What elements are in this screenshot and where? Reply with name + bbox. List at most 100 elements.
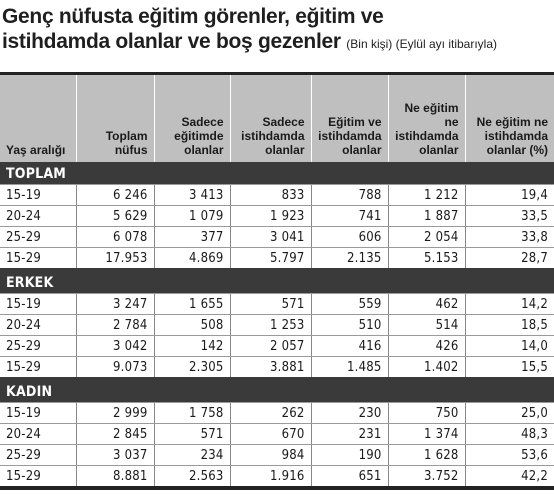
table-row: 15-19 2 999 1 758 262 230 750 25,0 xyxy=(0,402,554,424)
table-body: TOPLAM 15-19 6 246 3 413 833 788 1 212 19,4 20-2… xyxy=(0,162,554,490)
table-row: 20-24 2 845 571 670 231 1 374 48,3 xyxy=(0,423,554,445)
table-cell: 1.916 xyxy=(230,465,312,490)
table-cell: 2.305 xyxy=(154,356,231,380)
table-cell: 4.869 xyxy=(154,247,231,271)
table-cell: 262 xyxy=(230,402,312,424)
age-range-cell: 15-29 xyxy=(0,247,77,271)
table-cell: 426 xyxy=(388,335,466,357)
table-row: 25-29 3 037 234 984 190 1 628 53,6 xyxy=(0,444,554,466)
column-header: Yaş aralığı xyxy=(0,75,77,162)
table-cell: 2 999 xyxy=(76,402,155,424)
table-cell: 2 784 xyxy=(76,314,155,336)
table-cell: 1 628 xyxy=(388,444,466,466)
table-cell: 2.563 xyxy=(154,465,231,490)
table-cell: 3 037 xyxy=(76,444,155,466)
table-cell: 1 655 xyxy=(154,293,231,315)
table-cell: 14,2 xyxy=(465,293,554,315)
table-cell: 2 054 xyxy=(388,226,466,248)
age-range-cell: 15-19 xyxy=(0,293,77,315)
column-header: Ne eğitim ne istihdamda olanlar xyxy=(388,75,466,162)
column-header: Eğitim ve istihdamda olanlar xyxy=(311,75,389,162)
table-cell: 53,6 xyxy=(465,444,554,466)
table-cell: 3 413 xyxy=(154,184,231,206)
title-line-1: Genç nüfusta eğitim görenler, eğitim ve xyxy=(2,5,384,28)
age-range-cell: 15-29 xyxy=(0,465,77,490)
top-rule xyxy=(0,72,554,75)
table-cell: 1 374 xyxy=(388,423,466,445)
table-row: 15-19 6 246 3 413 833 788 1 212 19,4 xyxy=(0,184,554,206)
table-cell: 48,3 xyxy=(465,423,554,445)
table-cell: 19,4 xyxy=(465,184,554,206)
table-cell: 14,0 xyxy=(465,335,554,357)
column-header: Sadece istihdamda olanlar xyxy=(230,75,312,162)
section-label: TOPLAM xyxy=(0,162,554,185)
age-range-cell: 15-29 xyxy=(0,356,77,380)
table-cell: 984 xyxy=(230,444,312,466)
table-row: 15-29 8.881 2.563 1.916 651 3.752 42,2 xyxy=(0,465,554,490)
title-line-2: istihdamda olanlar ve boş gezenler (Bin … xyxy=(2,29,552,57)
table-cell: 5.153 xyxy=(388,247,466,271)
table-cell: 15,5 xyxy=(465,356,554,380)
section-label: ERKEK xyxy=(0,269,554,294)
table-cell: 33,8 xyxy=(465,226,554,248)
age-range-cell: 20-24 xyxy=(0,314,77,336)
section-label: KADIN xyxy=(0,378,554,403)
table-cell: 142 xyxy=(154,335,231,357)
table-cell: 18,5 xyxy=(465,314,554,336)
table-cell: 5.797 xyxy=(230,247,312,271)
table-cell: 510 xyxy=(311,314,389,336)
age-range-cell: 20-24 xyxy=(0,205,77,227)
age-range-cell: 25-29 xyxy=(0,335,77,357)
table-cell: 1 079 xyxy=(154,205,231,227)
table-cell: 571 xyxy=(154,423,231,445)
table-cell: 3.881 xyxy=(230,356,312,380)
table-cell: 462 xyxy=(388,293,466,315)
table-cell: 416 xyxy=(311,335,389,357)
page-title: Genç nüfusta eğitim görenler, eğitim ve … xyxy=(2,4,552,57)
table-cell: 508 xyxy=(154,314,231,336)
column-header: Sadece eğitimde olanlar xyxy=(154,75,231,162)
table-cell: 750 xyxy=(388,402,466,424)
age-range-cell: 15-19 xyxy=(0,402,77,424)
table-cell: 6 078 xyxy=(76,226,155,248)
table-cell: 231 xyxy=(311,423,389,445)
table-cell: 670 xyxy=(230,423,312,445)
table-cell: 571 xyxy=(230,293,312,315)
column-header: Ne eğitim ne istihdamda olanlar (%) xyxy=(465,75,554,162)
table-cell: 1 923 xyxy=(230,205,312,227)
table-row: 20-24 5 629 1 079 1 923 741 1 887 33,5 xyxy=(0,205,554,227)
table-cell: 1 887 xyxy=(388,205,466,227)
table-cell: 3 042 xyxy=(76,335,155,357)
table-cell: 559 xyxy=(311,293,389,315)
title-line-2-text: istihdamda olanlar ve boş gezenler xyxy=(2,30,341,53)
column-header: Toplam nüfus xyxy=(76,75,155,162)
table-cell: 1.485 xyxy=(311,356,389,380)
table-cell: 28,7 xyxy=(465,247,554,271)
table-cell: 2 057 xyxy=(230,335,312,357)
table-cell: 1.402 xyxy=(388,356,466,380)
table-cell: 5 629 xyxy=(76,205,155,227)
header-row: Yaş aralığı Toplam nüfus Sadece eğitimde o… xyxy=(0,75,554,162)
table-cell: 33,5 xyxy=(465,205,554,227)
table-cell: 234 xyxy=(154,444,231,466)
age-range-cell: 20-24 xyxy=(0,423,77,445)
table-row: 25-29 6 078 377 3 041 606 2 054 33,8 xyxy=(0,226,554,248)
table-cell: 1 212 xyxy=(388,184,466,206)
table-cell: 25,0 xyxy=(465,402,554,424)
table-cell: 190 xyxy=(311,444,389,466)
table-header: Yaş aralığı Toplam nüfus Sadece eğitimde o… xyxy=(0,75,554,162)
table-cell: 377 xyxy=(154,226,231,248)
table-cell: 833 xyxy=(230,184,312,206)
table-cell: 1 758 xyxy=(154,402,231,424)
table-cell: 606 xyxy=(311,226,389,248)
table-row: 20-24 2 784 508 1 253 510 514 18,5 xyxy=(0,314,554,336)
table-cell: 651 xyxy=(311,465,389,490)
table-cell: 3 247 xyxy=(76,293,155,315)
section-header-row: TOPLAM xyxy=(0,162,554,185)
table-cell: 514 xyxy=(388,314,466,336)
table-row: 25-29 3 042 142 2 057 416 426 14,0 xyxy=(0,335,554,357)
table-cell: 2.135 xyxy=(311,247,389,271)
section-header-row: KADIN xyxy=(0,378,554,403)
section-header-row: ERKEK xyxy=(0,269,554,294)
